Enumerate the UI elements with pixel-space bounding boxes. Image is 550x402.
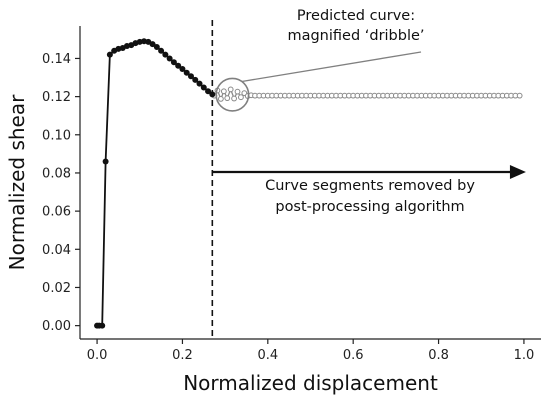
- dribble-point: [234, 88, 241, 95]
- y-tick-label: 0.04: [42, 243, 71, 258]
- x-axis: 0.0 0.2 0.4 0.6 0.8 1.0: [80, 338, 541, 363]
- kept-point: [106, 51, 113, 58]
- predicted-curve-label-line2: magnified ‘dribble’: [287, 28, 424, 44]
- removed-arrow: [212, 165, 526, 180]
- x-tick-label: 0.0: [87, 348, 108, 363]
- annotation-leader-line: [241, 51, 422, 83]
- kept-point: [162, 51, 169, 58]
- kept-point: [187, 73, 194, 80]
- y-tick-label: 0.08: [42, 166, 71, 181]
- x-tick-label: 0.2: [172, 348, 193, 363]
- dribble-point: [224, 95, 231, 102]
- dribble-point: [231, 95, 237, 102]
- x-tick-label: 0.6: [343, 348, 364, 363]
- kept-point: [209, 91, 216, 98]
- x-axis-title: Normalized displacement: [183, 371, 438, 395]
- kept-point: [179, 65, 186, 72]
- dribble-point: [227, 86, 234, 93]
- x-tick-label: 0.4: [257, 348, 278, 363]
- removed-segments-label-line1: Curve segments removed by: [265, 178, 475, 194]
- kept-point: [170, 59, 177, 66]
- kept-point: [183, 69, 190, 76]
- y-tick-label: 0.14: [42, 52, 71, 67]
- kept-point: [102, 158, 109, 165]
- removed-series: [211, 86, 523, 102]
- predicted-curve-label-line1: Predicted curve:: [297, 8, 415, 24]
- dribble-point: [238, 94, 244, 101]
- y-axis-title: Normalized shear: [5, 94, 29, 270]
- removed-point: [516, 92, 523, 99]
- arrow-head: [509, 165, 526, 180]
- kept-point: [149, 41, 156, 48]
- x-tick-label: 0.8: [428, 348, 449, 363]
- dribble-point: [220, 88, 227, 95]
- y-tick-label: 0.10: [42, 128, 71, 143]
- y-tick-label: 0.12: [42, 90, 71, 105]
- kept-point: [200, 84, 207, 91]
- kept-point: [192, 76, 199, 83]
- kept-point: [196, 80, 203, 87]
- y-ticks: 0.00 0.02 0.04 0.06 0.08 0.10 0.12 0.14: [42, 52, 80, 334]
- x-tick-label: 1.0: [514, 348, 535, 363]
- kept-point: [175, 62, 182, 69]
- y-axis: 0.00 0.02 0.04 0.06 0.08 0.10 0.12 0.14: [42, 26, 81, 339]
- kept-point: [166, 55, 173, 62]
- y-tick-label: 0.06: [42, 205, 71, 220]
- kept-point: [99, 322, 106, 329]
- kept-series: [94, 38, 216, 329]
- kept-point: [158, 47, 165, 54]
- kept-point: [205, 88, 212, 95]
- y-tick-label: 0.02: [42, 281, 71, 296]
- kept-series-line: [97, 40, 213, 327]
- kept-point: [153, 43, 160, 50]
- x-ticks: 0.0 0.2 0.4 0.6 0.8 1.0: [87, 339, 535, 363]
- magnifier-circle: [215, 77, 250, 112]
- dribble-point: [217, 96, 224, 102]
- removed-segments-label-line2: post-processing algorithm: [275, 199, 464, 215]
- y-tick-label: 0.00: [42, 319, 71, 334]
